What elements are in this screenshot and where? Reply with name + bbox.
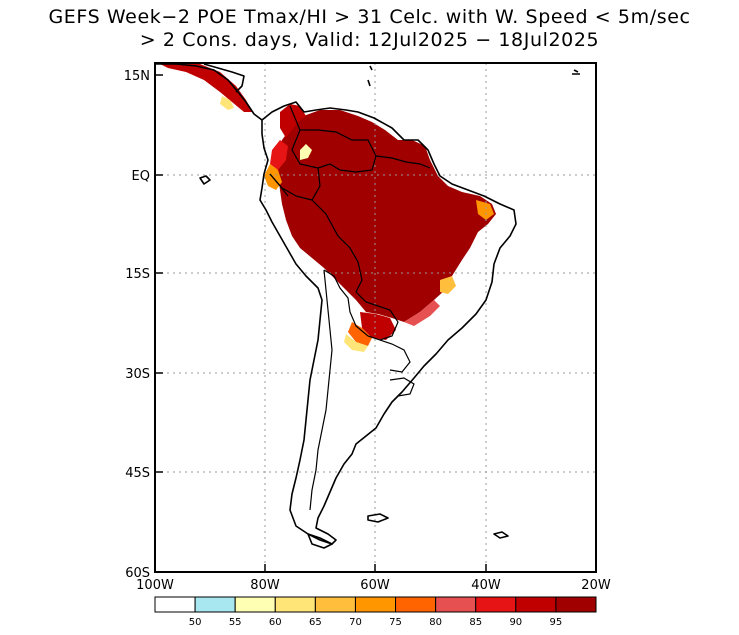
border-uruguay [389,377,415,397]
lat-label-45s: 45S [125,466,150,481]
colorbar-label: 90 [509,617,522,628]
lat-label-15s: 15S [125,267,150,282]
colorbar-swatch [395,596,437,613]
colorbar-swatch [475,596,517,613]
lat-label-eq: EQ [132,169,150,184]
lon-label-80w: 80W [250,578,280,593]
colorbar-label: 65 [309,617,322,628]
colorbar-label: 75 [389,617,402,628]
falkland-islands [367,513,389,523]
lat-label-60s: 60S [125,566,150,581]
lat-label-15n: 15N [124,69,150,84]
chart-title-line-2: > 2 Cons. days, Valid: 12Jul2025 − 18Jul… [139,29,600,51]
colorbar-swatch [154,596,196,613]
border-colombia [269,105,321,201]
poe-90-region-south [360,312,396,340]
colorbar-swatch [314,596,356,613]
lat-label-30s: 30S [125,367,150,382]
poe-central-america [160,64,252,112]
lon-label-40w: 40W [471,578,501,593]
border-guianas [375,155,431,169]
border-peru-brazil [311,199,363,293]
chart-title-line-1: GEFS Week−2 POE Tmax/HI > 31 Celc. with … [48,6,691,28]
latitude-labels: 15N EQ 15S 30S 45S 60S [124,69,150,581]
south-georgia [493,531,509,539]
colorbar: 50 55 60 65 70 75 80 85 90 95 [154,596,597,628]
colorbar-label: 60 [269,617,282,628]
colorbar-swatch [435,596,477,613]
colorbar-swatch [354,596,397,613]
colorbar-swatch [515,596,557,613]
map-gridlines [155,63,596,572]
tierra-del-fuego [307,533,333,549]
poe-75-region-northeast [476,200,494,220]
colorbar-swatch [274,596,316,613]
map-content [155,63,596,572]
central-america-coastline-north [203,63,245,93]
colorbar-swatch [234,596,276,613]
colorbar-label: 55 [229,617,242,628]
axis-ticks [154,74,597,573]
poe-80-region-south [348,322,372,346]
border-chile-argentina [309,269,333,511]
probability-shading [160,64,496,352]
colorbar-swatch [194,596,236,613]
border-bolivia [323,269,399,341]
poe-central-america-light [220,96,234,110]
south-america-coastline [259,101,517,545]
lon-label-20w: 20W [581,578,611,593]
poe-95-region [276,110,496,322]
lon-label-60w: 60W [360,578,390,593]
caribbean-islands [367,65,580,87]
coastlines [155,63,580,549]
border-ecuador [269,173,289,197]
colorbar-label: 70 [349,617,362,628]
country-borders [269,105,431,511]
longitude-labels: 100W 80W 60W 40W 20W [136,578,611,593]
colorbar-swatch [555,596,597,613]
colorbar-label: 85 [469,617,482,628]
poe-85-region-north [270,140,288,170]
poe-65-region-south [344,334,368,352]
colorbar-label: 95 [550,617,563,628]
colorbar-label: 50 [189,617,202,628]
poe-60-region-west [300,144,312,160]
border-paraguay [379,339,411,373]
poe-85-region-east [404,300,440,326]
galapagos-islands [199,175,211,185]
poe-90-region-north [280,104,306,138]
colorbar-label: 80 [429,617,442,628]
poe-70-region-east [440,276,456,294]
lon-label-100w: 100W [136,578,174,593]
central-america-coastline [155,63,263,121]
